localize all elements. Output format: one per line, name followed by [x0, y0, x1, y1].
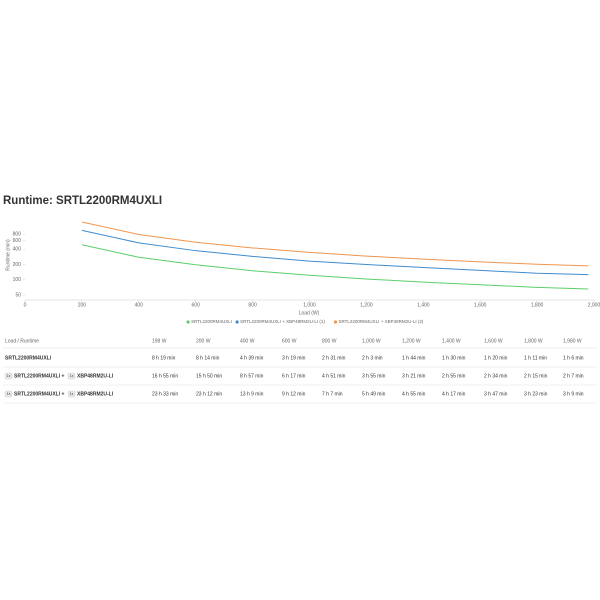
table-cell: 7 h 7 min — [322, 391, 343, 397]
table-header: 400 W — [240, 338, 255, 344]
table-cell: 3 h 9 min — [563, 391, 584, 397]
table-cell: 13 h 9 min — [240, 391, 264, 397]
qty-badge — [67, 372, 76, 380]
table-header: 600 W — [282, 338, 297, 344]
row-label: SRTL2200RM4UXLI + — [14, 391, 65, 397]
qty-badge-text: 1x — [70, 374, 74, 378]
table-cell: 16 h 55 min — [152, 373, 178, 379]
table-cell: 8 h 14 min — [196, 355, 220, 361]
table-cell: 4 h 17 min — [442, 391, 466, 397]
x-tick-label: 1,200 — [360, 302, 373, 308]
y-tick-label: 50 — [15, 292, 21, 298]
table-cell: 3 h 21 min — [402, 373, 426, 379]
row-label: XBP48RM2U-LI — [77, 391, 114, 397]
qty-badge-text: 1x — [7, 392, 11, 396]
x-tick-label: 1,600 — [474, 302, 487, 308]
y-tick-label: 100 — [13, 277, 22, 283]
table-cell: 1 h 20 min — [484, 355, 508, 361]
table-cell: 1 h 6 min — [563, 355, 584, 361]
table-cell: 4 h 39 min — [240, 355, 264, 361]
table-cell: 15 h 50 min — [196, 373, 222, 379]
table-header: 800 W — [322, 338, 337, 344]
x-tick-label: 1,800 — [531, 302, 544, 308]
table-cell: 4 h 51 min — [322, 373, 346, 379]
series-line — [81, 244, 589, 290]
y-tick-label: 600 — [13, 238, 22, 244]
qty-badge-text: 1x — [7, 374, 11, 378]
x-tick-label: 0 — [24, 302, 27, 308]
table-cell: 5 h 49 min — [362, 391, 386, 397]
legend-swatch — [186, 320, 190, 324]
x-tick-label: 800 — [248, 302, 257, 308]
legend-label: SRTL2200RM4UXLI — [191, 319, 232, 324]
table-cell: 3 h 23 min — [524, 391, 548, 397]
table-cell: 2 h 7 min — [563, 373, 584, 379]
series-line — [81, 221, 589, 267]
y-tick-label: 400 — [13, 247, 22, 253]
table-header: Load / Runtime — [5, 338, 39, 344]
qty-badge-text: 1x — [70, 392, 74, 396]
x-tick-label: 2,000 — [588, 302, 600, 308]
table-cell: 23 h 12 min — [196, 391, 222, 397]
table-cell: 2 h 3 min — [362, 355, 383, 361]
table-cell: 3 h 55 min — [362, 373, 386, 379]
table-header: 1,000 W — [362, 338, 381, 344]
table-header: 1,400 W — [442, 338, 461, 344]
table-header: 1,800 W — [524, 338, 543, 344]
table-cell: 23 h 33 min — [152, 391, 178, 397]
table-cell: 6 h 17 min — [282, 373, 306, 379]
chart-title: Runtime: SRTL2200RM4UXLI — [3, 195, 162, 207]
qty-badge — [4, 390, 13, 398]
table-cell: 2 h 31 min — [322, 355, 346, 361]
y-tick-label: 800 — [13, 231, 22, 237]
table-cell: 1 h 11 min — [524, 355, 547, 361]
table-cell: 2 h 34 min — [484, 373, 508, 379]
table-header: 200 W — [196, 338, 211, 344]
legend-swatch — [235, 320, 239, 324]
table-cell: 8 h 19 min — [152, 355, 176, 361]
table-cell: 8 h 57 min — [240, 373, 264, 379]
x-tick-label: 600 — [192, 302, 201, 308]
qty-badge — [4, 372, 13, 380]
series-line — [81, 229, 589, 276]
x-axis-title: Load (W) — [299, 310, 320, 316]
table-cell: 4 h 55 min — [402, 391, 426, 397]
y-axis-title: Runtime (min) — [5, 239, 11, 271]
qty-badge — [67, 390, 76, 398]
row-label: SRTL2200RM4UXLI + — [14, 373, 65, 379]
table-header: 1,980 W — [563, 338, 582, 344]
x-tick-label: 200 — [78, 302, 87, 308]
table-cell: 1 h 44 min — [402, 355, 426, 361]
table-header: 198 W — [152, 338, 167, 344]
legend-label: SRTL2200RM4UXLI + XBP48RM2U-LI (1) — [240, 319, 325, 324]
table-header: 1,200 W — [402, 338, 421, 344]
y-tick-label: 200 — [13, 262, 22, 268]
legend-label: SRTL2200RM4UXLI + XBP48RM2U-LI (2) — [339, 319, 424, 324]
x-tick-label: 400 — [135, 302, 144, 308]
table-cell: 3 h 47 min — [484, 391, 508, 397]
x-tick-label: 1,400 — [417, 302, 430, 308]
legend-swatch — [333, 320, 338, 324]
table-header: 1,600 W — [484, 338, 503, 344]
x-tick-label: 1,000 — [303, 302, 316, 308]
table-cell: 2 h 15 min — [524, 373, 548, 379]
table-cell: 1 h 30 min — [442, 355, 466, 361]
table-cell: 9 h 12 min — [282, 391, 306, 397]
table-cell: 2 h 55 min — [442, 373, 466, 379]
row-label: SRTL2200RM4UXLI — [5, 355, 52, 361]
row-label: XBP48RM2U-LI — [77, 373, 114, 379]
table-cell: 3 h 19 min — [282, 355, 306, 361]
